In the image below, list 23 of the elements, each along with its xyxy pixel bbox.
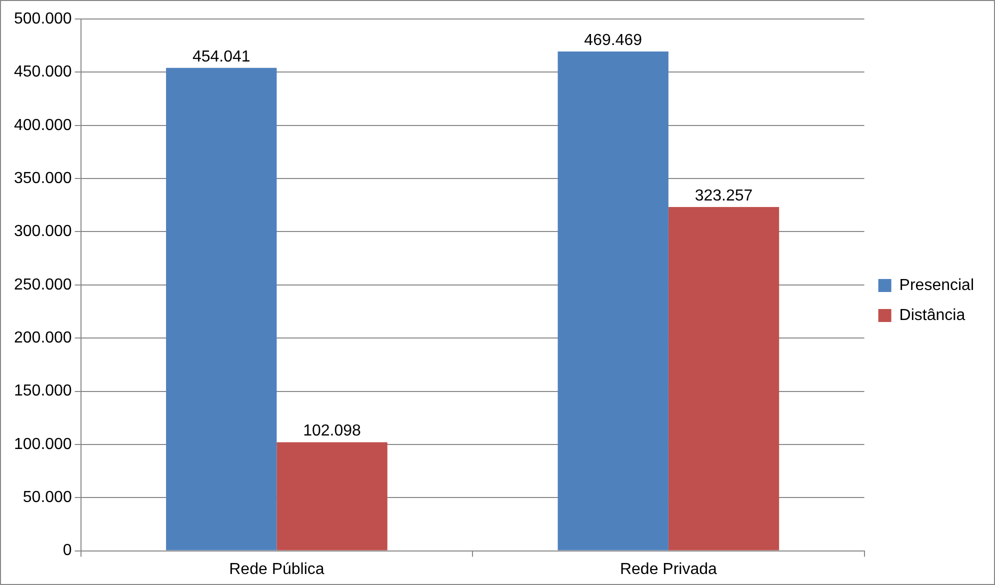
y-tick-label: 0 <box>62 542 72 560</box>
data-label: 102.098 <box>303 422 362 440</box>
bar <box>668 206 780 550</box>
y-tick-label: 350.000 <box>14 170 72 187</box>
x-tick-label: Rede Pública <box>229 560 324 578</box>
y-tick-label: 400.000 <box>14 116 72 134</box>
data-label: 454.041 <box>192 48 250 66</box>
data-label: 323.257 <box>694 187 753 204</box>
y-tick-label: 50.000 <box>22 489 72 506</box>
data-label: 469.469 <box>584 32 642 49</box>
y-tick-label: 150.000 <box>14 382 72 400</box>
y-tick-label: 300.000 <box>14 223 72 240</box>
legend-label: Presencial <box>899 276 974 294</box>
y-tick-label: 450.000 <box>14 64 72 81</box>
y-tick-label: 100.000 <box>14 436 72 453</box>
bar <box>558 51 668 550</box>
y-tick-label: 250.000 <box>14 276 72 294</box>
bar <box>276 442 388 550</box>
bar <box>166 68 277 550</box>
y-tick-label: 200.000 <box>14 329 72 346</box>
y-tick-label: 500.000 <box>14 10 72 28</box>
legend-label: Distância <box>899 306 966 324</box>
x-tick-label: Rede Privada <box>620 560 717 578</box>
